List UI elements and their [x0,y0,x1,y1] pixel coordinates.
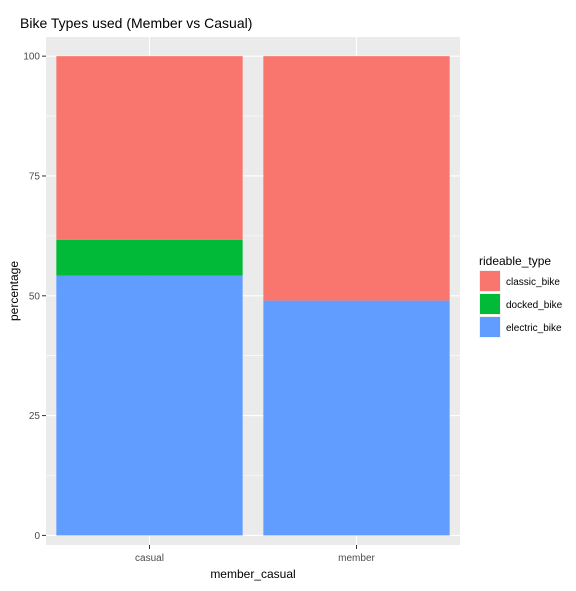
x-axis-title: member_casual [210,567,295,581]
legend-swatch-docked_bike [480,294,500,314]
legend: rideable_type classic_bike docked_bikeele… [479,254,563,338]
bar-classic_bike-casual [56,56,243,240]
bar-classic_bike-member [263,56,450,301]
legend-label: electric_bike [506,323,562,334]
plot-panel [46,37,460,545]
bar-docked_bike-casual [56,239,243,276]
bar-electric_bike-casual [56,275,243,536]
x-tick-label: casual [135,553,164,564]
y-axis-title: percentage [7,261,21,321]
y-tick-label: 0 [34,531,40,542]
x-tick-label: member [338,553,375,564]
legend-swatch-electric_bike [480,317,500,337]
legend-label: docked_bike [506,300,563,311]
y-tick-label: 100 [23,52,40,63]
x-axis: casual member [135,545,376,564]
y-axis: 0 25 50 75 100 [23,52,46,542]
chart-title: Bike Types used (Member vs Casual) [20,15,252,31]
legend-label: classic_bike [506,277,560,288]
legend-swatch-classic_bike [480,271,500,291]
y-tick-label: 50 [29,291,41,302]
legend-title: rideable_type [479,254,551,268]
bar-electric_bike-member [263,300,450,536]
y-tick-label: 75 [29,171,41,182]
y-tick-label: 25 [29,411,41,422]
